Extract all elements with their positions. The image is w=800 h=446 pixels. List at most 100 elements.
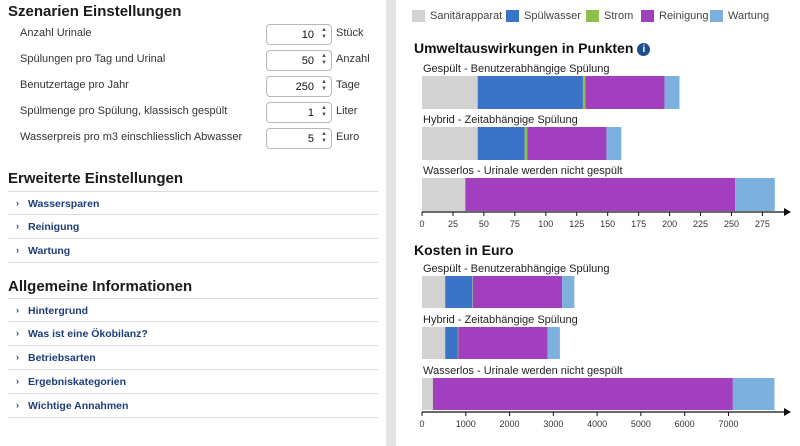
bar-segment-reinigung bbox=[527, 127, 607, 160]
bar-segment-wartung bbox=[735, 178, 775, 211]
axis-arrow-icon bbox=[784, 208, 791, 216]
accordion-item-annahmen[interactable]: › Wichtige Annahmen bbox=[8, 394, 378, 418]
legend-swatch bbox=[412, 10, 425, 22]
setting-label: Benutzertage pro Jahr bbox=[20, 79, 129, 91]
category-label: Hybrid - Zeitabhängige Spülung bbox=[423, 114, 578, 126]
chevron-up-icon[interactable]: ▲ bbox=[321, 27, 327, 33]
chevron-right-icon: › bbox=[16, 221, 19, 231]
accordion-label: Hintergrund bbox=[28, 305, 89, 317]
chevron-down-icon[interactable]: ▼ bbox=[321, 60, 327, 66]
chevron-down-icon[interactable]: ▼ bbox=[321, 86, 327, 92]
legend-label: Wartung bbox=[728, 10, 770, 22]
category-label: Hybrid - Zeitabhängige Spülung bbox=[423, 314, 578, 326]
x-tick-label: 250 bbox=[724, 219, 739, 229]
category-label: Wasserlos - Urinale werden nicht gespült bbox=[423, 365, 623, 377]
accordion-label: Reinigung bbox=[28, 221, 80, 233]
chevron-down-icon[interactable]: ▼ bbox=[321, 34, 327, 40]
urinals-stepper[interactable]: ▲▼ bbox=[266, 24, 332, 45]
bar-segment-sanitärapparat bbox=[422, 178, 466, 211]
setting-row-water-price: Wasserpreis pro m3 einschliesslich Abwas… bbox=[8, 128, 376, 150]
panel-divider bbox=[386, 0, 396, 446]
bar-segment-reinigung bbox=[585, 76, 665, 109]
results-panel: Sanitärapparat Spülwasser Strom Reinigun… bbox=[404, 0, 800, 446]
x-tick-label: 225 bbox=[693, 219, 708, 229]
accordion-item-betriebsarten[interactable]: › Betriebsarten bbox=[8, 346, 378, 370]
chevron-right-icon: › bbox=[16, 305, 19, 315]
x-tick-label: 25 bbox=[448, 219, 458, 229]
axis-arrow-icon bbox=[784, 408, 791, 416]
flush-volume-input[interactable] bbox=[267, 103, 317, 122]
flushes-stepper[interactable]: ▲▼ bbox=[266, 50, 332, 71]
cost-chart: Gespült - Benutzerabhängige Spülung Hybri… bbox=[419, 263, 791, 429]
bar-segment-wartung bbox=[732, 378, 775, 410]
legend-label: Strom bbox=[604, 10, 634, 22]
chevron-up-icon[interactable]: ▲ bbox=[321, 131, 327, 137]
chevron-up-icon[interactable]: ▲ bbox=[321, 105, 327, 111]
accordion-item-reinigung[interactable]: › Reinigung bbox=[8, 215, 378, 239]
impact-chart: Gespült - Benutzerabhängige Spülung Hybri… bbox=[419, 63, 791, 229]
legend-swatch bbox=[586, 10, 599, 22]
bar-segment-reinigung bbox=[472, 276, 563, 308]
x-tick-label: 75 bbox=[510, 219, 520, 229]
x-tick-label: 275 bbox=[755, 219, 770, 229]
x-tick-label: 2000 bbox=[500, 419, 520, 429]
x-tick-label: 7000 bbox=[718, 419, 738, 429]
info-icon[interactable]: i bbox=[637, 43, 651, 56]
x-tick-label: 0 bbox=[419, 419, 424, 429]
x-tick-label: 1000 bbox=[456, 419, 476, 429]
x-tick-label: 0 bbox=[419, 219, 424, 229]
setting-row-urinals: Anzahl Urinale ▲▼ Stück bbox=[8, 24, 376, 46]
water-price-stepper[interactable]: ▲▼ bbox=[266, 128, 332, 149]
legend-label: Reinigung bbox=[659, 10, 709, 22]
impact-chart-title-text: Umweltauswirkungen in Punkten bbox=[414, 40, 634, 56]
chevron-right-icon: › bbox=[16, 245, 19, 255]
x-tick-label: 175 bbox=[631, 219, 646, 229]
chevron-right-icon: › bbox=[16, 352, 19, 362]
accordion-label: Betriebsarten bbox=[28, 352, 96, 364]
impact-chart-title: Umweltauswirkungen in Punkten i bbox=[414, 40, 651, 56]
bar-segment-wartung bbox=[606, 127, 622, 160]
accordion-label: Ergebniskategorien bbox=[28, 376, 127, 388]
bar-segment-reinigung bbox=[458, 327, 548, 359]
bar-segment-sanitärapparat bbox=[422, 127, 478, 160]
days-stepper[interactable]: ▲▼ bbox=[266, 76, 332, 97]
legend-swatch bbox=[506, 10, 519, 22]
accordion-item-hintergrund[interactable]: › Hintergrund bbox=[8, 298, 378, 322]
setting-row-days: Benutzertage pro Jahr ▲▼ Tage bbox=[8, 76, 376, 98]
x-tick-label: 3000 bbox=[543, 419, 563, 429]
accordion-item-wartung[interactable]: › Wartung bbox=[8, 239, 378, 263]
water-price-input[interactable] bbox=[267, 129, 317, 148]
urinals-input[interactable] bbox=[267, 25, 317, 44]
chevron-up-icon[interactable]: ▲ bbox=[321, 53, 327, 59]
x-tick-label: 125 bbox=[569, 219, 584, 229]
accordion-label: Wassersparen bbox=[28, 198, 100, 210]
chevron-down-icon[interactable]: ▼ bbox=[321, 112, 327, 118]
setting-unit: Liter bbox=[336, 105, 358, 117]
category-label: Wasserlos - Urinale werden nicht gespült bbox=[423, 165, 623, 177]
x-tick-label: 6000 bbox=[675, 419, 695, 429]
accordion-item-oekobilanz[interactable]: › Was ist eine Ökobilanz? bbox=[8, 322, 378, 346]
legend-label: Sanitärapparat bbox=[430, 10, 503, 22]
chevron-right-icon: › bbox=[16, 198, 19, 208]
legend-swatch bbox=[641, 10, 654, 22]
accordion-item-wassersparen[interactable]: › Wassersparen bbox=[8, 191, 378, 215]
days-input[interactable] bbox=[267, 77, 317, 96]
bar-segment-wartung bbox=[547, 327, 560, 359]
accordion-item-ergebniskategorien[interactable]: › Ergebniskategorien bbox=[8, 370, 378, 394]
scenarios-title: Szenarien Einstellungen bbox=[8, 3, 182, 20]
setting-unit: Anzahl bbox=[336, 53, 370, 65]
chevron-right-icon: › bbox=[16, 376, 19, 386]
advanced-title: Erweiterte Einstellungen bbox=[8, 170, 184, 187]
flushes-input[interactable] bbox=[267, 51, 317, 70]
chevron-down-icon[interactable]: ▼ bbox=[321, 138, 327, 144]
setting-label: Anzahl Urinale bbox=[20, 27, 92, 39]
bar-segment-sanitärapparat bbox=[422, 276, 446, 308]
legend-label: Spülwasser bbox=[524, 10, 581, 22]
flush-volume-stepper[interactable]: ▲▼ bbox=[266, 102, 332, 123]
chevron-right-icon: › bbox=[16, 328, 19, 338]
bar-segment-reinigung bbox=[432, 378, 733, 410]
setting-row-flush-volume: Spülmenge pro Spülung, klassisch gespült… bbox=[8, 102, 376, 124]
accordion-label: Was ist eine Ökobilanz? bbox=[28, 328, 148, 340]
chevron-up-icon[interactable]: ▲ bbox=[321, 79, 327, 85]
bar-segment-sanitärapparat bbox=[422, 378, 433, 410]
